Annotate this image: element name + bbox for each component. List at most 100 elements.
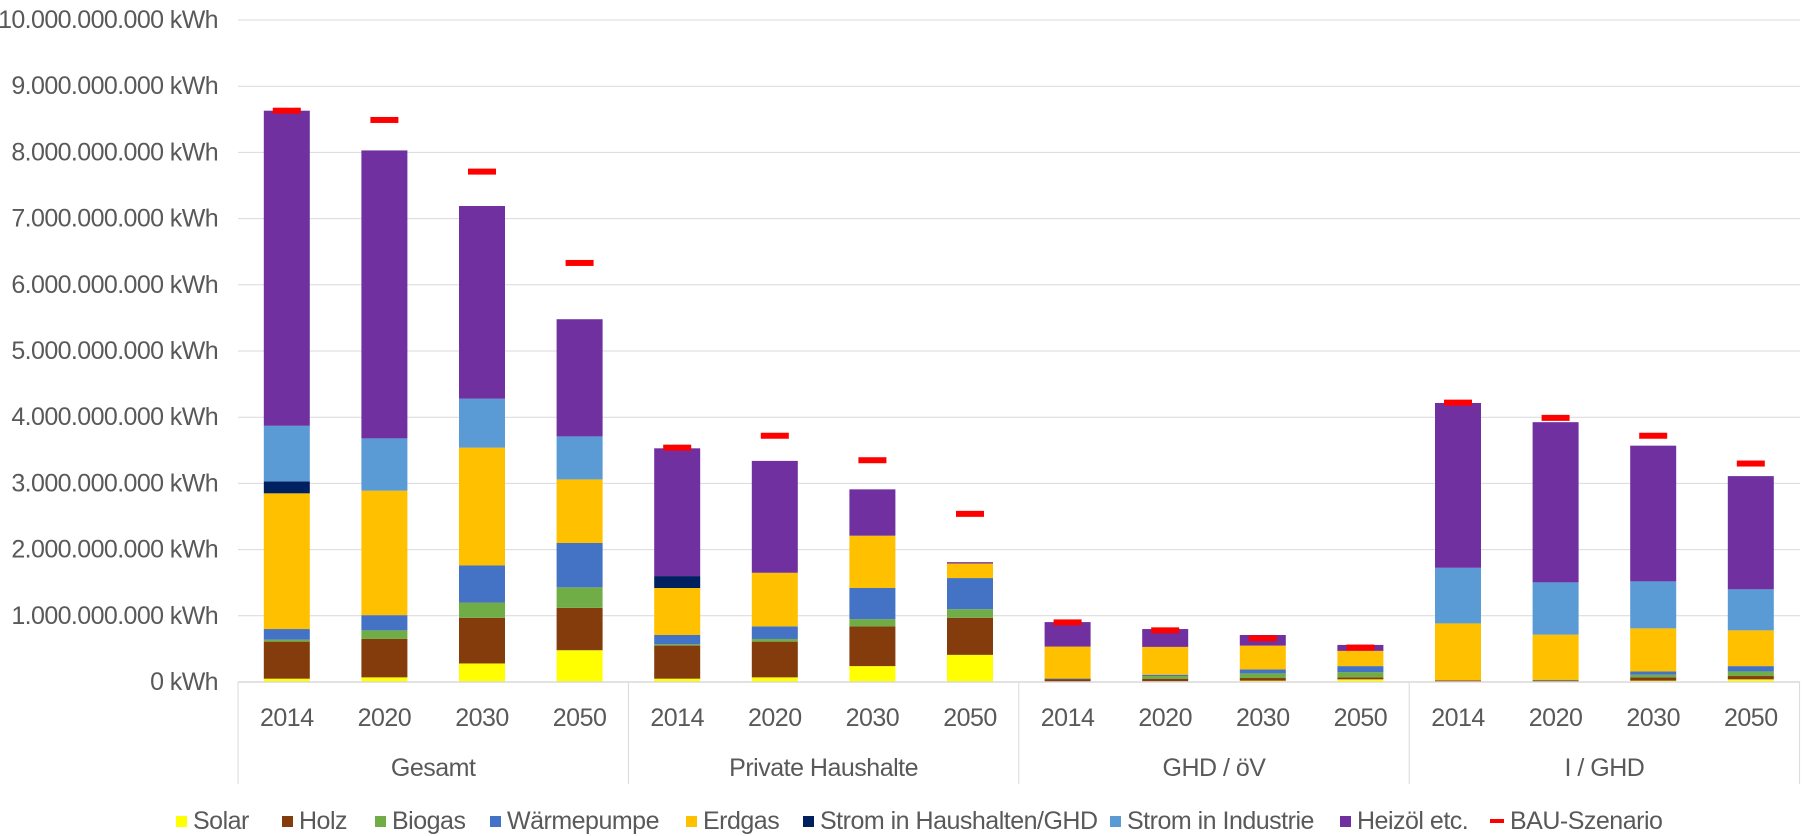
y-tick-label: 7.000.000.000 kWh xyxy=(11,205,218,233)
legend-label: Solar xyxy=(193,806,249,835)
bar-segment xyxy=(849,489,896,536)
bar-segment xyxy=(459,206,505,399)
bar-segment xyxy=(751,677,798,682)
bar-segment xyxy=(556,436,603,480)
bar-segment xyxy=(556,479,603,543)
bar-segment xyxy=(459,565,505,603)
x-tick-label: 2014 xyxy=(1041,704,1095,732)
legend-item: Wärmepumpe xyxy=(490,806,660,836)
x-tick-label: 2050 xyxy=(943,704,997,732)
bar-segment xyxy=(459,663,505,682)
bar-segment xyxy=(1630,677,1677,681)
bar-segment xyxy=(1044,646,1091,679)
bar-segment xyxy=(263,493,310,630)
legend-swatch xyxy=(1490,819,1504,823)
bar-segment xyxy=(1727,671,1774,677)
bar-segment xyxy=(751,641,798,678)
bar-segment xyxy=(1239,669,1286,674)
x-tick-label: 2030 xyxy=(1236,704,1290,732)
bar-segment xyxy=(1142,676,1189,679)
bar-segment xyxy=(947,609,993,618)
bar-segment xyxy=(361,638,408,678)
x-tick-label: 2030 xyxy=(846,704,900,732)
legend-item: Biogas xyxy=(375,806,466,836)
bar-segment xyxy=(1435,402,1481,568)
bar-segment xyxy=(556,587,603,608)
bar-segment xyxy=(1630,581,1677,629)
bar-segment xyxy=(1142,678,1189,682)
bar-segment xyxy=(1044,679,1091,682)
bau-marker xyxy=(272,107,301,114)
legend: Solar Holz Biogas Wärmepumpe Erdgas Strom in … xyxy=(0,806,1803,836)
legend-label: Biogas xyxy=(392,806,466,835)
legend-item: Solar xyxy=(176,806,249,836)
bar-segment xyxy=(1337,650,1384,667)
x-tick-label: 2050 xyxy=(553,704,607,732)
legend-label: Heizöl etc. xyxy=(1357,806,1469,835)
legend-swatch xyxy=(686,815,697,827)
y-tick-label: 2.000.000.000 kWh xyxy=(11,536,218,564)
bar-segment xyxy=(263,629,310,640)
bau-marker xyxy=(1639,432,1668,439)
bar-segment xyxy=(654,576,701,588)
bar-segment xyxy=(1630,671,1677,675)
bar-segment xyxy=(1727,476,1774,590)
bau-marker xyxy=(1053,619,1082,626)
bau-marker xyxy=(1248,635,1277,642)
x-tick-label: 2050 xyxy=(1724,704,1778,732)
bar-segment xyxy=(654,645,701,679)
bar-segment xyxy=(1435,623,1481,681)
bau-marker xyxy=(1736,460,1765,467)
bau-marker xyxy=(956,510,984,517)
bar-segment xyxy=(751,572,798,627)
bar-segment xyxy=(751,626,798,639)
bau-marker xyxy=(468,168,496,175)
bar-segment xyxy=(1727,666,1774,672)
legend-label: Strom in Industrie xyxy=(1127,806,1314,835)
bar-segment xyxy=(849,619,896,627)
group-label: I / GHD xyxy=(1564,754,1644,782)
bar-segment xyxy=(1532,679,1579,681)
bar-segment xyxy=(1239,678,1286,681)
bau-marker xyxy=(1541,414,1570,421)
bar-segment xyxy=(459,447,505,566)
bar-segment xyxy=(654,634,701,645)
legend-item: Holz xyxy=(282,806,348,836)
bar-segment xyxy=(1435,567,1481,624)
legend-swatch xyxy=(490,815,501,827)
bar-segment xyxy=(654,587,701,635)
bar-segment xyxy=(361,677,408,682)
bar-segment xyxy=(263,110,310,426)
x-tick-label: 2020 xyxy=(1529,704,1583,732)
bar-segment xyxy=(459,617,505,664)
group-label: Private Haushalte xyxy=(729,754,918,782)
bar-segment xyxy=(751,460,798,573)
bar-segment xyxy=(263,481,310,494)
x-tick-label: 2020 xyxy=(1138,704,1192,732)
bar-segment xyxy=(1044,678,1091,679)
y-tick-label: 8.000.000.000 kWh xyxy=(11,138,218,166)
bar-segment xyxy=(1142,629,1189,647)
bar-segment xyxy=(361,490,408,616)
bar-segment xyxy=(1239,673,1286,679)
bar-segment xyxy=(1142,674,1189,677)
bar-segment xyxy=(1435,680,1481,682)
x-tick-label: 2030 xyxy=(455,704,509,732)
bau-marker xyxy=(858,457,887,464)
legend-swatch xyxy=(803,815,814,827)
legend-swatch xyxy=(1110,815,1121,827)
bar-segment xyxy=(947,562,993,564)
bar-segment xyxy=(1044,678,1091,680)
bau-marker xyxy=(370,116,399,123)
x-tick-label: 2014 xyxy=(260,704,314,732)
x-tick-label: 2030 xyxy=(1626,704,1680,732)
chart-svg: 0 kWh 1.000.000.000 kWh 2.000.000.000 kWh 3… xyxy=(0,6,1801,784)
bar-segment xyxy=(1630,674,1677,678)
y-tick-label: 0 kWh xyxy=(150,668,218,696)
group-label: GHD / öV xyxy=(1163,754,1267,782)
legend-item: Strom in Industrie xyxy=(1110,806,1314,836)
legend-swatch xyxy=(1340,815,1351,827)
bau-marker xyxy=(663,444,692,451)
y-tick-label: 5.000.000.000 kWh xyxy=(11,337,218,365)
